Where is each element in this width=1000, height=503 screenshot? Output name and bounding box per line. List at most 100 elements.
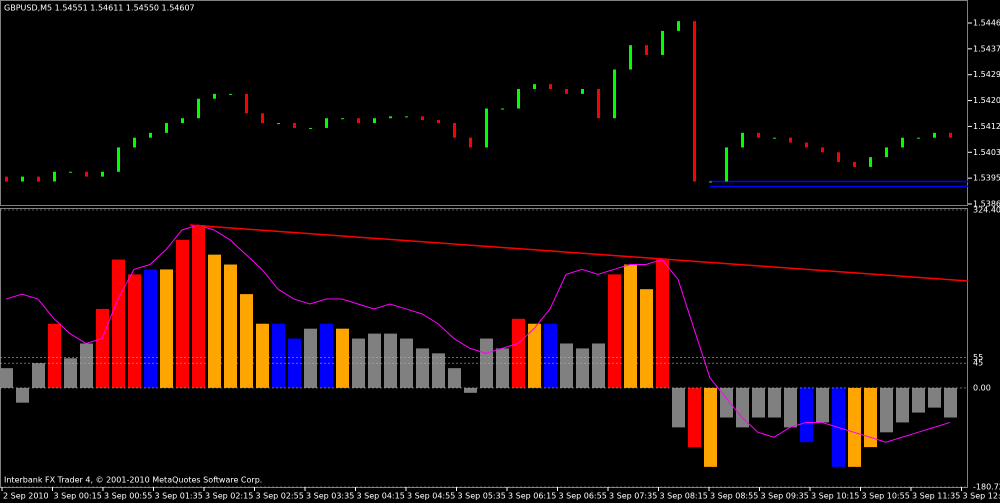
- trend-line: [189, 224, 969, 282]
- histogram-bar: [48, 323, 61, 388]
- histogram-bar: [240, 294, 253, 388]
- candle: [869, 157, 872, 167]
- histogram-bar: [224, 264, 237, 388]
- candle: [373, 118, 376, 124]
- candle: [597, 89, 600, 119]
- histogram-bar: [320, 323, 333, 388]
- histogram-bar: [944, 387, 957, 418]
- x-tick-label: 3 Sep 10:55: [862, 492, 910, 501]
- x-tick-label: 3 Sep 08:15: [660, 492, 708, 501]
- candle: [453, 123, 456, 138]
- histogram-bar: [16, 387, 29, 403]
- histogram-bar: [528, 323, 541, 388]
- histogram-bar: [128, 274, 141, 388]
- candle: [517, 89, 520, 109]
- histogram-bar: [736, 387, 749, 428]
- x-tick-label: 3 Sep 11:35: [912, 492, 960, 501]
- x-tick-label: 3 Sep 08:55: [710, 492, 758, 501]
- candle: [117, 147, 120, 172]
- candle: [693, 21, 696, 182]
- candle: [149, 132, 152, 138]
- histogram-bar: [32, 363, 45, 388]
- histogram-bar: [448, 368, 461, 388]
- candle: [261, 113, 264, 124]
- candle: [613, 69, 616, 119]
- histogram-bar: [896, 387, 909, 423]
- candle: [549, 84, 552, 90]
- histogram-bar: [432, 353, 445, 388]
- candle: [917, 137, 920, 139]
- histogram-bar: [720, 387, 733, 418]
- candle: [469, 137, 472, 148]
- y-tick-label: 1.54205: [973, 96, 1000, 105]
- candle: [37, 176, 40, 182]
- histogram-bar: [480, 338, 493, 388]
- copyright: Interbank FX Trader 4, © 2001-2010 MetaQ…: [4, 476, 262, 485]
- candle: [789, 137, 792, 143]
- histogram-bar: [384, 333, 397, 388]
- y-tick-label: 1.54120: [973, 122, 1000, 131]
- histogram-bar: [112, 259, 125, 388]
- histogram-bar: [336, 328, 349, 388]
- candle: [437, 120, 440, 124]
- histogram-bar: [400, 338, 413, 388]
- histogram-bar: [560, 343, 573, 388]
- candle: [933, 132, 936, 138]
- x-tick-label: 3 Sep 00:15: [54, 492, 102, 501]
- histogram-bar: [272, 323, 285, 388]
- histogram-bar: [80, 343, 93, 388]
- x-tick-label: 3 Sep 01:35: [155, 492, 203, 501]
- histogram-bar: [144, 269, 157, 388]
- candle: [181, 118, 184, 124]
- histogram-bar: [656, 259, 669, 388]
- x-tick-label: 3 Sep 03:35: [306, 492, 354, 501]
- candle: [837, 152, 840, 163]
- candle: [69, 171, 72, 173]
- histogram-bar: [304, 328, 317, 388]
- y-tick-label: 1.54035: [973, 148, 1000, 157]
- histogram-bar: [688, 387, 701, 448]
- candle: [213, 93, 216, 99]
- histogram-bar: [0, 368, 13, 388]
- histogram-bar: [640, 289, 653, 388]
- histogram-bar: [912, 387, 925, 413]
- y-tick-label: 1.53865: [973, 200, 1000, 209]
- histogram-bar: [768, 387, 781, 418]
- histogram-bar: [160, 269, 173, 388]
- histogram-bar: [416, 348, 429, 388]
- y-tick-label: 324.407: [973, 206, 1000, 215]
- x-tick-label: 3 Sep 06:15: [508, 492, 556, 501]
- candle: [197, 98, 200, 119]
- x-tick-label: 3 Sep 05:35: [458, 492, 506, 501]
- candle: [229, 93, 232, 95]
- x-tick-label: 3 Sep 00:55: [104, 492, 152, 501]
- symbol-header: GBPUSD,M5 1.54551 1.54611 1.54550 1.5460…: [4, 4, 195, 13]
- candle: [885, 147, 888, 158]
- indicator-pane-frame: [0, 208, 968, 488]
- candle: [565, 89, 568, 94]
- candle: [901, 137, 904, 148]
- candle: [725, 147, 728, 182]
- histogram-bar: [784, 387, 797, 428]
- y-tick-label: 0.00: [973, 383, 991, 392]
- candle: [741, 132, 744, 148]
- candle: [85, 171, 88, 177]
- candle: [757, 132, 760, 138]
- histogram-bar: [816, 387, 829, 423]
- candle: [421, 116, 424, 121]
- candle: [805, 142, 808, 148]
- candle: [5, 176, 8, 182]
- candle: [709, 181, 712, 183]
- x-tick-label: 3 Sep 04:15: [357, 492, 405, 501]
- candle: [165, 123, 168, 133]
- x-tick-label: 3 Sep 12:15: [963, 492, 1000, 501]
- indicator-line: [5, 224, 951, 443]
- y-tick-label: 1.54460: [973, 18, 1000, 27]
- candle: [293, 123, 296, 128]
- histogram-bar: [752, 387, 765, 418]
- histogram-bar: [928, 387, 941, 408]
- candle: [325, 118, 328, 128]
- candle: [773, 137, 776, 139]
- candle: [949, 132, 952, 138]
